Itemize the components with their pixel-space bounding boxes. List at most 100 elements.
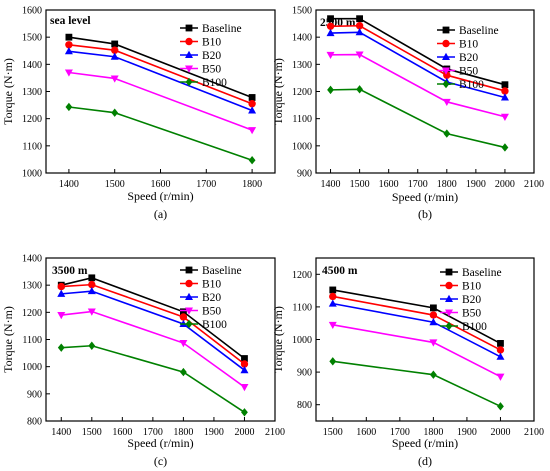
data-point bbox=[57, 312, 66, 320]
x-tick-label: 1700 bbox=[390, 427, 410, 438]
y-tick-label: 1500 bbox=[292, 6, 312, 17]
legend-label: Baseline bbox=[202, 23, 242, 35]
x-tick-label: 1900 bbox=[204, 427, 224, 438]
data-point bbox=[240, 384, 249, 392]
series-line bbox=[330, 53, 506, 118]
legend-label: B10 bbox=[462, 281, 481, 293]
legend-label: B100 bbox=[202, 77, 227, 89]
legend-label: B50 bbox=[462, 308, 481, 320]
x-tick-label: 1400 bbox=[51, 427, 71, 438]
data-point bbox=[240, 360, 249, 368]
data-point bbox=[501, 87, 509, 95]
y-tick-label: 1300 bbox=[22, 87, 42, 98]
data-point bbox=[429, 318, 438, 326]
y-axis-label: Torque (N·m) bbox=[1, 306, 15, 373]
legend-label: B20 bbox=[462, 294, 481, 306]
data-point bbox=[501, 143, 509, 152]
legend-marker bbox=[185, 37, 193, 46]
series-line bbox=[61, 283, 245, 365]
x-tick-label: 1600 bbox=[379, 179, 399, 190]
data-point bbox=[496, 352, 505, 360]
legend-label: B100 bbox=[459, 79, 484, 91]
series-line bbox=[332, 360, 501, 408]
legend-label: Baseline bbox=[459, 25, 499, 37]
data-point bbox=[248, 100, 256, 108]
y-tick-label: 800 bbox=[297, 400, 312, 411]
data-point bbox=[65, 41, 73, 49]
data-point bbox=[355, 51, 364, 59]
inset-title: 4500 m bbox=[322, 265, 358, 277]
data-point bbox=[497, 340, 504, 347]
legend-label: B100 bbox=[462, 321, 487, 333]
y-tick-label: 1400 bbox=[22, 254, 42, 265]
data-point bbox=[497, 402, 504, 411]
x-tick-label: 1800 bbox=[437, 179, 457, 190]
chart-panel: 1400 1500 1600 1700 1800 1000 1100 1200 1300 1400… bbox=[1, 6, 276, 221]
legend-marker bbox=[185, 266, 193, 274]
data-point bbox=[111, 40, 119, 48]
x-tick-label: 1500 bbox=[350, 179, 370, 190]
x-tick-label: 1800 bbox=[173, 427, 193, 438]
data-point bbox=[57, 289, 66, 297]
y-axis-label: Torque (N·m) bbox=[271, 58, 285, 125]
legend-marker bbox=[442, 67, 450, 75]
x-tick-label: 2000 bbox=[490, 427, 510, 438]
panel-label: (d) bbox=[418, 454, 432, 468]
y-tick-label: 1100 bbox=[292, 114, 312, 125]
plot-frame bbox=[315, 257, 535, 422]
legend-marker bbox=[442, 26, 450, 34]
legend-marker bbox=[442, 79, 450, 89]
x-tick-label: 1700 bbox=[196, 179, 216, 190]
data-point bbox=[496, 373, 505, 381]
x-tick-label: 1500 bbox=[82, 427, 102, 438]
x-tick-label: 1900 bbox=[457, 427, 477, 438]
data-point bbox=[179, 313, 188, 321]
y-tick-label: 1300 bbox=[292, 60, 312, 71]
data-point bbox=[57, 343, 65, 352]
y-tick-label: 1400 bbox=[292, 33, 312, 44]
panel-label: (c) bbox=[154, 454, 167, 468]
legend-marker bbox=[185, 279, 193, 288]
data-point bbox=[88, 274, 96, 282]
x-tick-label: 1700 bbox=[408, 179, 428, 190]
legend-marker bbox=[445, 309, 453, 317]
legend-marker bbox=[185, 307, 193, 315]
legend-label: B20 bbox=[202, 292, 221, 304]
y-tick-label: 1100 bbox=[22, 335, 42, 346]
data-point bbox=[88, 341, 96, 350]
data-point bbox=[110, 75, 119, 83]
legend-label: B50 bbox=[202, 64, 221, 76]
y-tick-label: 1500 bbox=[22, 33, 42, 44]
chart-panel: 1400 1500 1600 1700 1800 1900 2000 2100 800 900 10… bbox=[1, 254, 285, 469]
data-point bbox=[64, 69, 73, 77]
data-point bbox=[65, 33, 73, 41]
data-point bbox=[500, 93, 509, 101]
data-point bbox=[326, 28, 335, 37]
y-axis-label: Torque (N·m) bbox=[271, 306, 285, 373]
legend-marker bbox=[445, 281, 453, 290]
x-axis-label: Speed (r/min) bbox=[392, 190, 458, 204]
y-tick-label: 1300 bbox=[22, 281, 42, 292]
legend-label: B20 bbox=[202, 50, 221, 62]
legend-marker bbox=[185, 24, 193, 32]
data-point bbox=[355, 28, 364, 36]
legend-marker bbox=[185, 319, 193, 329]
x-tick-label: 2000 bbox=[495, 179, 515, 190]
legend-marker bbox=[185, 65, 193, 73]
chart-panel: 1500 1600 1700 1800 1900 2000 2100 800 900 1000 11… bbox=[271, 257, 544, 468]
x-tick-label: 1900 bbox=[466, 179, 486, 190]
data-point bbox=[443, 71, 451, 79]
y-tick-label: 900 bbox=[297, 169, 312, 180]
series-line bbox=[61, 290, 245, 371]
legend-label: B10 bbox=[202, 37, 221, 49]
data-point bbox=[87, 308, 96, 316]
y-tick-label: 1200 bbox=[292, 87, 312, 98]
legend-label: B10 bbox=[202, 279, 221, 291]
data-point bbox=[111, 46, 119, 54]
data-point bbox=[248, 127, 257, 135]
data-point bbox=[356, 15, 363, 23]
x-tick-label: 1800 bbox=[242, 179, 262, 190]
